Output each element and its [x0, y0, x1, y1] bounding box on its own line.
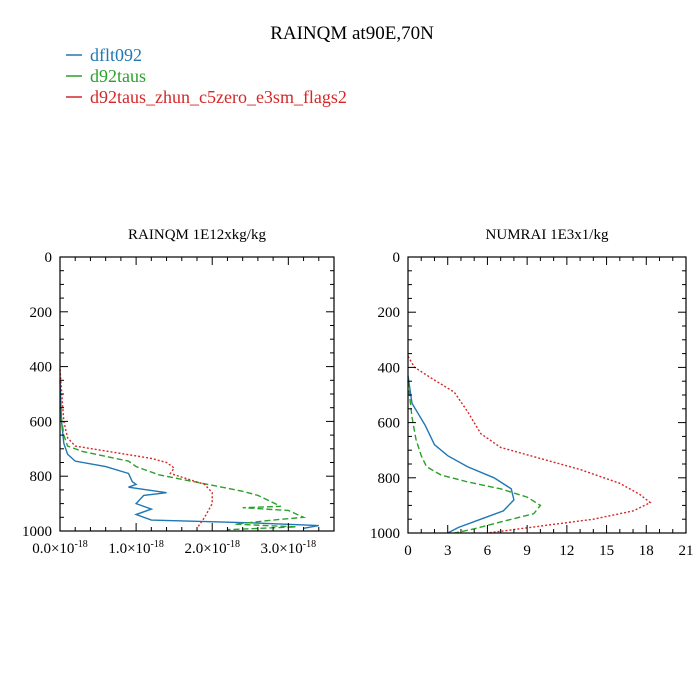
numrai-xtick-label: 21	[679, 543, 694, 559]
legend-entry-d92taus: d92taus	[66, 66, 146, 86]
rainqm-series-d92taus	[59, 407, 307, 531]
numrai-series-d92taus	[407, 381, 542, 534]
rainqm-ytick-label: 1000	[22, 524, 52, 540]
legend: dflt092 d92taus d92taus_zhun_c5zero_e3sm…	[66, 45, 347, 107]
numrai-xtick-label: 15	[599, 543, 614, 559]
figure-title: RAINQM at90E,70N	[270, 23, 434, 44]
legend-label-dflt092: dflt092	[90, 45, 142, 65]
numrai-plot-frame	[407, 256, 687, 534]
rainqm-series-d92taus-zhun-c5zero-e3sm-flags2	[59, 369, 213, 529]
legend-label-d92taus: d92taus	[90, 66, 146, 86]
rainqm-xtick-label: 1.0×10-18	[108, 539, 164, 557]
rainqm-ytick-label: 400	[30, 360, 53, 376]
numrai-panel-title: NUMRAI 1E3x1/kg	[486, 227, 609, 243]
rainqm-series-dflt092	[59, 380, 319, 529]
legend-label-flags2: d92taus_zhun_c5zero_e3sm_flags2	[90, 87, 347, 107]
numrai-series-d92taus-zhun-c5zero-e3sm-flags2	[407, 355, 652, 534]
numrai-ytick-label: 1000	[370, 526, 400, 542]
numrai-ytick-label: 0	[393, 250, 401, 266]
numrai-series-dflt092	[407, 375, 515, 534]
rainqm-panel: RAINQM 1E12xkg/kg 0 200 400 600 800 10000.0×10…	[22, 227, 335, 557]
numrai-ytick-label: 200	[378, 305, 401, 321]
numrai-ytick-label: 800	[378, 471, 401, 487]
rainqm-panel-title: RAINQM 1E12xkg/kg	[128, 227, 266, 243]
rainqm-plot-frame	[59, 256, 335, 532]
legend-entry-flags2: d92taus_zhun_c5zero_e3sm_flags2	[66, 87, 347, 107]
numrai-xtick-label: 0	[404, 543, 412, 559]
rainqm-ytick-label: 0	[45, 250, 53, 266]
numrai-xtick-label: 3	[444, 543, 452, 559]
rainqm-ytick-label: 800	[30, 469, 53, 485]
rainqm-ytick-label: 600	[30, 414, 53, 430]
legend-entry-dflt092: dflt092	[66, 45, 142, 65]
rainqm-ytick-label: 200	[30, 305, 53, 321]
numrai-xtick-label: 6	[484, 543, 492, 559]
numrai-ytick-label: 400	[378, 360, 401, 376]
rainqm-xtick-label: 2.0×10-18	[184, 539, 240, 557]
numrai-xtick-label: 9	[523, 543, 531, 559]
rainqm-xtick-label: 0.0×10-18	[32, 539, 88, 557]
numrai-ytick-label: 600	[378, 416, 401, 432]
numrai-xtick-label: 12	[559, 543, 574, 559]
numrai-xtick-label: 18	[639, 543, 654, 559]
rainqm-xtick-label: 3.0×10-18	[261, 539, 317, 557]
